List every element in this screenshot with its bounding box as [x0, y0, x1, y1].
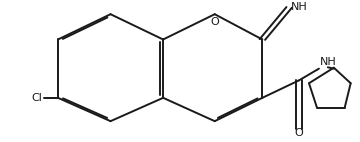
Text: O: O [210, 17, 219, 27]
Text: Cl: Cl [31, 93, 42, 103]
Text: NH: NH [291, 2, 308, 12]
Text: NH: NH [320, 57, 337, 67]
Text: O: O [295, 128, 303, 138]
